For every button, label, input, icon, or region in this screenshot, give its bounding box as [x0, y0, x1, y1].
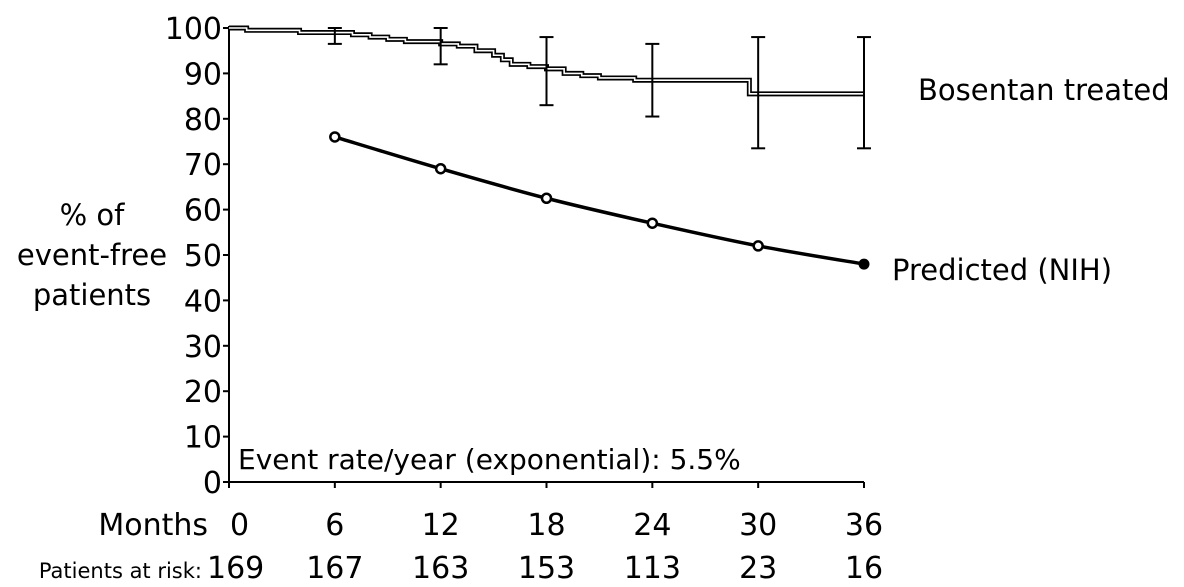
y-tick-label-60: 60: [184, 194, 222, 229]
x-tick-label-24: 24: [633, 508, 671, 543]
y-tick-label-70: 70: [184, 148, 222, 183]
series-layer: [229, 25, 871, 270]
y-tick-label-40: 40: [184, 284, 222, 319]
y-tick-label-0: 0: [203, 466, 222, 501]
x-tick-label-6: 6: [325, 508, 344, 543]
y-tick-label-50: 50: [184, 239, 222, 274]
predicted-point-18: [540, 192, 553, 204]
predicted-point-36: [858, 258, 870, 270]
predicted-point-24: [646, 217, 659, 229]
axes: 0 10 20 30 40 50 60 70 80 90 100 0 6 12 18 24 30 36 169 167…: [165, 12, 883, 586]
x-tick-label-12: 12: [422, 508, 460, 543]
y-axis-label-line-3: patients: [33, 278, 151, 312]
predicted-point-12: [434, 162, 447, 175]
series-label-bosentan-treated: Bosentan treated: [918, 73, 1170, 107]
predicted-point-6: [329, 131, 341, 143]
x-axis-label: Months: [98, 508, 208, 543]
x-tick-label-36: 36: [845, 508, 883, 543]
x-tick-label-0: 0: [230, 508, 249, 543]
patients-at-risk-12: 163: [412, 551, 469, 583]
y-tick-label-10: 10: [184, 421, 222, 456]
y-tick-label-100: 100: [165, 12, 222, 47]
predicted-point-30: [752, 240, 764, 252]
y-tick-label-30: 30: [184, 330, 222, 365]
patients-at-risk-30: 23: [739, 551, 777, 583]
series-label-predicted-nih: Predicted (NIH): [892, 253, 1112, 287]
y-tick-label-90: 90: [184, 57, 222, 92]
patients-at-risk-24: 113: [624, 551, 681, 583]
y-axis-label-line-1: % of: [60, 198, 126, 232]
bosentan-step-line-inner: [229, 27, 864, 95]
x-tick-label-30: 30: [739, 508, 777, 543]
event-rate-annotation: Event rate/year (exponential): 5.5%: [238, 443, 741, 476]
patients-at-risk-36: 16: [845, 551, 883, 583]
patients-at-risk-18: 153: [518, 551, 575, 583]
y-tick-label-20: 20: [184, 375, 222, 410]
patients-at-risk-label: Patients at risk:: [39, 559, 202, 583]
patients-at-risk-0: 169: [207, 551, 264, 583]
y-tick-label-80: 80: [184, 103, 222, 138]
x-tick-label-18: 18: [527, 508, 565, 543]
predicted-line: [334, 135, 865, 266]
y-axis-label-line-2: event-free: [17, 238, 167, 272]
patients-at-risk-6: 167: [306, 551, 363, 583]
